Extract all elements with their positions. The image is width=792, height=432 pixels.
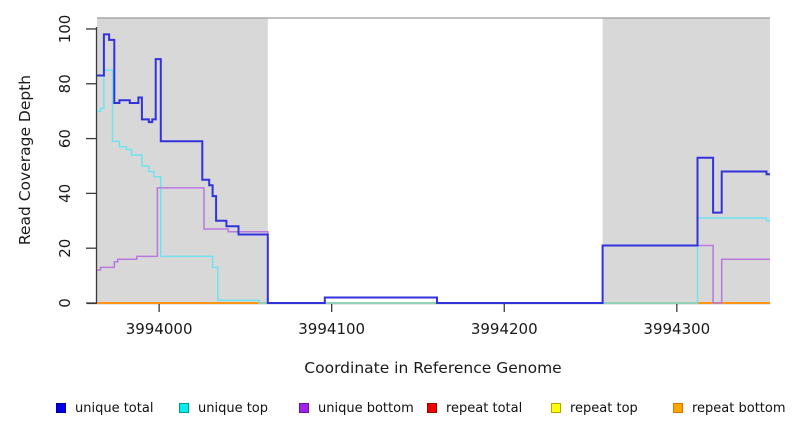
- legend-label-unique-top: unique top: [198, 400, 269, 416]
- legend-item-repeat-bottom: repeat bottom: [673, 399, 786, 417]
- series-line-unique-total: [97, 33, 770, 304]
- y-axis-title: Read Coverage Depth: [16, 75, 34, 245]
- legend-label-unique-bottom: unique bottom: [318, 400, 414, 416]
- legend-label-repeat-total: repeat total: [446, 400, 523, 416]
- left-repeat-masked-region: [97, 18, 268, 303]
- series-line-unique-top: [97, 69, 770, 304]
- legend-item-unique-top: unique top: [179, 399, 268, 417]
- x-tick-label: 3994300: [643, 320, 710, 338]
- y-tick-label: 80: [56, 74, 74, 93]
- chart-legend: unique total unique top unique bottom re…: [0, 399, 792, 419]
- x-tick-label: 3994100: [298, 320, 365, 338]
- y-tick-label: 40: [56, 184, 74, 203]
- x-tick-label: 3994200: [471, 320, 538, 338]
- legend-swatch-repeat-bottom: [673, 403, 683, 413]
- legend-item-unique-total: unique total: [56, 399, 153, 417]
- legend-item-repeat-total: repeat total: [427, 399, 522, 417]
- legend-item-unique-bottom: unique bottom: [299, 399, 414, 417]
- legend-swatch-unique-bottom: [299, 403, 309, 413]
- legend-swatch-repeat-top: [551, 403, 561, 413]
- right-repeat-masked-region: [602, 18, 770, 303]
- legend-item-repeat-top: repeat top: [551, 399, 638, 417]
- legend-label-repeat-top: repeat top: [570, 400, 638, 416]
- coverage-chart: 3994000 3994100 3994200 3994300 0 20 40 60 80 100…: [16, 15, 770, 377]
- x-axis-title: Coordinate in Reference Genome: [304, 359, 561, 377]
- y-tick-label: 20: [56, 239, 74, 258]
- legend-swatch-unique-total: [56, 403, 66, 413]
- legend-swatch-repeat-total: [427, 403, 437, 413]
- legend-label-unique-total: unique total: [75, 400, 154, 416]
- legend-swatch-unique-top: [179, 403, 189, 413]
- y-tick-label: 60: [56, 129, 74, 148]
- y-tick-label: 0: [56, 298, 74, 308]
- x-tick-label: 3994000: [126, 320, 193, 338]
- plot-area: 3994000 3994100 3994200 3994300 0 20 40 60 80 100: [56, 15, 770, 338]
- legend-label-repeat-bottom: repeat bottom: [692, 400, 786, 416]
- y-tick-label: 100: [56, 15, 74, 44]
